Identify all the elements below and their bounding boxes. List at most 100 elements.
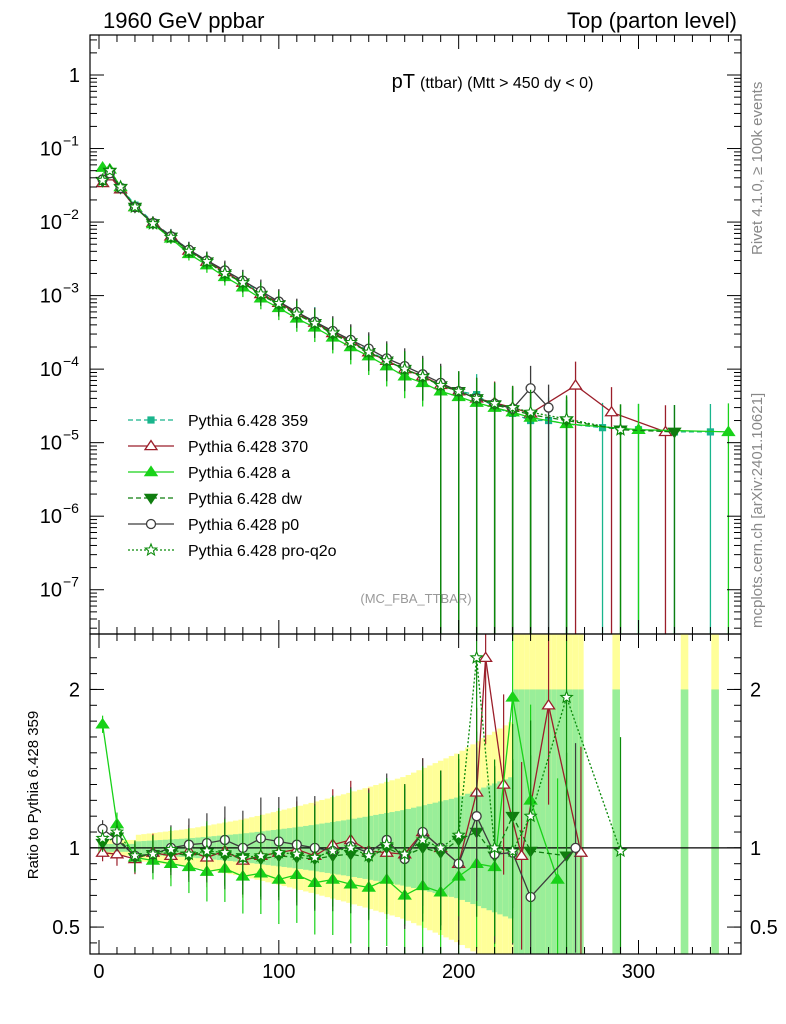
data-point bbox=[451, 383, 466, 398]
y-tick-label: 10 bbox=[40, 286, 62, 308]
data-point bbox=[433, 377, 448, 392]
plot-title-main: pT bbox=[392, 71, 415, 93]
legend-marker bbox=[147, 416, 155, 424]
series-1 bbox=[95, 169, 673, 634]
data-point bbox=[163, 229, 179, 244]
ratio-data-point bbox=[235, 849, 251, 864]
ratio-data-point bbox=[95, 717, 110, 729]
ratio-data-point bbox=[541, 698, 556, 710]
legend-label: Pythia 6.428 370 bbox=[188, 439, 308, 456]
ratio-data-point bbox=[613, 843, 628, 858]
mcplots-source-label: mcplots.cern.ch [arXiv:2401.10621] bbox=[749, 393, 766, 628]
header-left-label: 1960 GeV ppbar bbox=[103, 8, 264, 33]
ratio-data-point bbox=[217, 845, 233, 859]
legend-label: Pythia 6.428 p0 bbox=[188, 517, 299, 534]
data-point bbox=[181, 243, 197, 258]
data-point bbox=[568, 378, 583, 390]
data-point bbox=[469, 390, 484, 405]
band-inner bbox=[612, 689, 620, 954]
band-inner bbox=[711, 689, 719, 954]
data-point bbox=[253, 286, 268, 301]
ratio-y-axis-label: Ratio to Pythia 6.428 359 bbox=[25, 711, 42, 879]
y-tick-label-exponent: −3 bbox=[63, 280, 79, 296]
y-tick-label: 10 bbox=[40, 139, 62, 161]
band-inner bbox=[545, 689, 552, 954]
data-point bbox=[113, 179, 128, 194]
legend-marker bbox=[143, 465, 159, 477]
data-point bbox=[667, 427, 682, 439]
header-right-label: Top (parton level) bbox=[567, 8, 737, 33]
y-tick-label: 10 bbox=[40, 433, 62, 455]
band-inner bbox=[529, 689, 536, 954]
y-tick-label: 10 bbox=[40, 506, 62, 528]
data-point bbox=[102, 163, 117, 177]
x-tick-label: 200 bbox=[442, 961, 475, 983]
y-tick-label-exponent: −7 bbox=[63, 574, 79, 590]
ratio-data-point bbox=[127, 848, 143, 862]
y-tick-label-exponent: −4 bbox=[63, 353, 79, 369]
legend-label: Pythia 6.428 pro-q2o bbox=[188, 543, 337, 560]
x-axis: 0 100 200 300 bbox=[93, 634, 729, 983]
ratio-data-point bbox=[95, 830, 110, 845]
ratio-data-point bbox=[181, 846, 197, 861]
y-tick-label: 10 bbox=[40, 580, 62, 602]
legend-label: Pythia 6.428 359 bbox=[188, 413, 308, 430]
ratio-data-point bbox=[253, 848, 268, 862]
series-line bbox=[102, 166, 729, 433]
series-5 bbox=[95, 163, 628, 634]
series-3 bbox=[95, 167, 682, 634]
ratio-panel: 0.5 0.5 1 1 2 2 0 100 200 300 Ratio to Pythia 6.… bbox=[25, 633, 778, 983]
series-line bbox=[102, 172, 550, 410]
analysis-watermark: (MC_FBA_TTBAR) bbox=[360, 591, 471, 606]
data-point bbox=[343, 335, 358, 349]
ratio-data-point bbox=[271, 845, 286, 859]
main-y-axis: 10 −710 −610 −510 −410 −310 −210 −11 bbox=[40, 39, 741, 629]
series-0 bbox=[98, 170, 715, 634]
ratio-series-line bbox=[102, 657, 622, 859]
data-point bbox=[289, 306, 304, 321]
band-inner bbox=[680, 689, 689, 954]
series-line bbox=[102, 170, 675, 433]
y-tick-label-exponent: −5 bbox=[63, 427, 79, 443]
band-inner bbox=[556, 689, 563, 954]
ratio-data-point bbox=[487, 840, 502, 854]
data-point bbox=[559, 411, 574, 426]
legend: Pythia 6.428 359 Pythia 6.428 370 Pythia 6… bbox=[128, 413, 337, 560]
ratio-y-tick-label-right: 1 bbox=[750, 838, 761, 860]
data-point bbox=[361, 344, 376, 359]
ratio-data-point bbox=[469, 650, 484, 664]
ratio-data-point bbox=[514, 849, 529, 861]
ratio-data-point bbox=[505, 690, 520, 702]
ratio-y-tick-label-right: 2 bbox=[750, 679, 761, 701]
main-plot-marks bbox=[95, 161, 736, 634]
data-point bbox=[397, 361, 412, 376]
ratio-y-axis: 0.5 0.5 1 1 2 2 bbox=[52, 657, 778, 944]
ratio-data-point bbox=[478, 651, 493, 663]
band-inner bbox=[567, 689, 573, 954]
ratio-data-point bbox=[145, 846, 161, 861]
legend-marker bbox=[145, 518, 157, 530]
data-point bbox=[95, 172, 110, 187]
ratio-series-4 bbox=[95, 634, 628, 954]
ratio-data-point bbox=[415, 832, 430, 847]
ratio-data-point bbox=[163, 841, 179, 856]
y-tick-label: 10 bbox=[40, 359, 62, 381]
x-tick-label: 0 bbox=[93, 961, 104, 983]
data-point bbox=[379, 353, 394, 367]
data-point bbox=[543, 402, 554, 413]
series-line bbox=[102, 169, 621, 431]
ratio-plot-frame bbox=[89, 633, 742, 955]
y-tick-label: 1 bbox=[69, 65, 80, 87]
main-x-ticks bbox=[98, 35, 729, 634]
ratio-data-point bbox=[325, 843, 340, 858]
data-point bbox=[604, 405, 619, 417]
band-inner bbox=[513, 689, 519, 954]
ratio-data-point bbox=[343, 840, 358, 854]
legend-marker bbox=[143, 493, 159, 505]
ratio-y-tick-label: 0.5 bbox=[52, 917, 80, 939]
data-point bbox=[487, 396, 502, 410]
ratio-data-point bbox=[570, 842, 581, 854]
data-point bbox=[271, 296, 286, 310]
data-point bbox=[199, 254, 215, 268]
ratio-y-tick-label-right: 0.5 bbox=[750, 917, 778, 939]
